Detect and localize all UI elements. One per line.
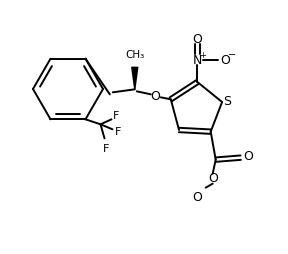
Text: N: N bbox=[193, 54, 202, 67]
Text: O: O bbox=[221, 54, 230, 67]
Polygon shape bbox=[132, 67, 138, 89]
Text: O: O bbox=[243, 150, 253, 163]
Text: O: O bbox=[150, 90, 160, 103]
Text: +: + bbox=[199, 51, 206, 59]
Text: F: F bbox=[113, 111, 120, 121]
Text: CH₃: CH₃ bbox=[125, 50, 144, 60]
Text: O: O bbox=[192, 33, 202, 45]
Text: O: O bbox=[208, 172, 218, 185]
Text: O: O bbox=[192, 191, 202, 204]
Text: F: F bbox=[103, 144, 110, 154]
Text: F: F bbox=[115, 127, 122, 137]
Text: S: S bbox=[223, 94, 231, 107]
Text: −: − bbox=[228, 50, 236, 60]
